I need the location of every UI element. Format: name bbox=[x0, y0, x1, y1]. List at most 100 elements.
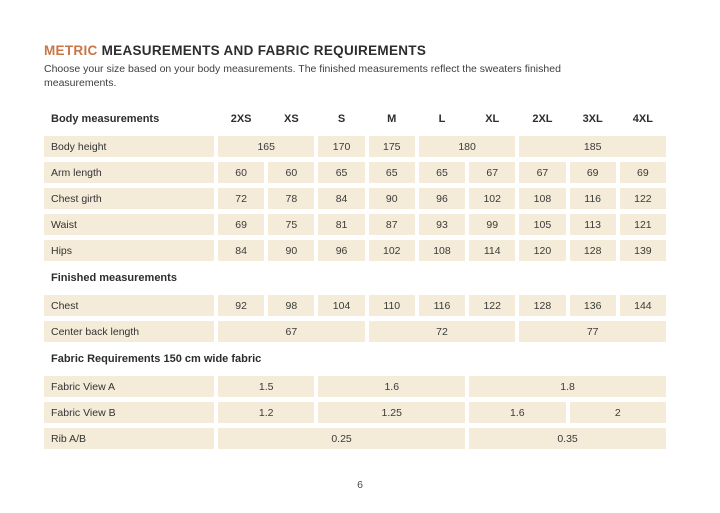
value-cell: 180 bbox=[418, 136, 516, 157]
value-cell: 72 bbox=[218, 188, 265, 209]
value-cell: 139 bbox=[619, 240, 666, 261]
size-column-header: L bbox=[438, 113, 446, 125]
value-cell: 108 bbox=[418, 240, 466, 261]
table-row: Hips 84 90 96 102 108 114 120 128 139 bbox=[44, 240, 666, 261]
size-column-header: M bbox=[387, 113, 397, 125]
value-cell: 92 bbox=[218, 295, 265, 316]
row-label: Waist bbox=[44, 214, 214, 235]
row-label: Rib A/B bbox=[44, 428, 214, 449]
value-cell: 60 bbox=[218, 162, 265, 183]
value-cell: 105 bbox=[519, 214, 566, 235]
value-cell: 96 bbox=[318, 240, 365, 261]
value-cell: 128 bbox=[519, 295, 566, 316]
value-cell: 96 bbox=[418, 188, 466, 209]
value-cell: 2 bbox=[569, 402, 666, 423]
page-title-text: MEASUREMENTS AND FABRIC REQUIREMENTS bbox=[97, 43, 427, 58]
value-cell: 102 bbox=[368, 240, 415, 261]
value-cell: 75 bbox=[268, 214, 315, 235]
value-cell: 121 bbox=[619, 214, 666, 235]
value-cell: 67 bbox=[218, 321, 365, 342]
value-cell: 65 bbox=[368, 162, 415, 183]
size-column-header: S bbox=[337, 113, 346, 125]
value-cell: 104 bbox=[318, 295, 365, 316]
value-cell: 108 bbox=[519, 188, 566, 209]
value-cell: 84 bbox=[218, 240, 265, 261]
measurement-table: Body measurements 2XS XS S M L XL 2XL 3XL 4XL Bo… bbox=[44, 110, 666, 449]
value-cell: 0.35 bbox=[469, 428, 666, 449]
row-label: Chest bbox=[44, 295, 214, 316]
size-column-header: 4XL bbox=[632, 113, 653, 125]
value-cell: 99 bbox=[469, 214, 516, 235]
value-cell: 113 bbox=[569, 214, 616, 235]
value-cell: 60 bbox=[268, 162, 315, 183]
page-title-accent: METRIC bbox=[44, 43, 98, 58]
value-cell: 116 bbox=[418, 295, 466, 316]
row-label: Fabric View A bbox=[44, 376, 214, 397]
page-title: METRIC MEASUREMENTS AND FABRIC REQUIREME… bbox=[44, 44, 666, 58]
table-row: Arm length 60 60 65 65 65 67 67 69 69 bbox=[44, 162, 666, 183]
value-cell: 69 bbox=[619, 162, 666, 183]
table-row: Body height 165 170 175 180 185 bbox=[44, 136, 666, 157]
table-row: Fabric View A 1.5 1.6 1.8 bbox=[44, 376, 666, 397]
subtitle-line-2: measurements. bbox=[44, 76, 117, 89]
size-column-header: 2XL bbox=[532, 113, 553, 125]
page-subtitle: Choose your size based on your body meas… bbox=[44, 63, 666, 90]
value-cell: 93 bbox=[418, 214, 466, 235]
value-cell: 185 bbox=[519, 136, 666, 157]
value-cell: 84 bbox=[318, 188, 365, 209]
value-cell: 175 bbox=[368, 136, 415, 157]
table-row: Rib A/B 0.25 0.35 bbox=[44, 428, 666, 449]
value-cell: 90 bbox=[368, 188, 415, 209]
value-cell: 69 bbox=[218, 214, 265, 235]
value-cell: 120 bbox=[519, 240, 566, 261]
value-cell: 78 bbox=[268, 188, 315, 209]
table-row: Chest girth 72 78 84 90 96 102 108 116 122 bbox=[44, 188, 666, 209]
value-cell: 110 bbox=[368, 295, 415, 316]
value-cell: 0.25 bbox=[218, 428, 466, 449]
section-heading: Finished measurements bbox=[51, 272, 177, 284]
value-cell: 144 bbox=[619, 295, 666, 316]
table-header-label: Body measurements bbox=[51, 113, 160, 125]
value-cell: 122 bbox=[469, 295, 516, 316]
value-cell: 116 bbox=[569, 188, 616, 209]
value-cell: 1.5 bbox=[218, 376, 315, 397]
table-row: Chest 92 98 104 110 116 122 128 136 144 bbox=[44, 295, 666, 316]
table-row: Waist 69 75 81 87 93 99 105 113 121 bbox=[44, 214, 666, 235]
value-cell: 98 bbox=[268, 295, 315, 316]
value-cell: 114 bbox=[469, 240, 516, 261]
page-content: METRIC MEASUREMENTS AND FABRIC REQUIREME… bbox=[44, 44, 666, 454]
value-cell: 136 bbox=[569, 295, 616, 316]
table-header-row: Body measurements 2XS XS S M L XL 2XL 3XL 4XL bbox=[44, 110, 666, 128]
value-cell: 1.6 bbox=[469, 402, 566, 423]
table-row: Center back length 67 72 77 bbox=[44, 321, 666, 342]
row-label: Chest girth bbox=[44, 188, 214, 209]
section-heading: Fabric Requirements 150 cm wide fabric bbox=[51, 353, 262, 365]
value-cell: 1.8 bbox=[469, 376, 666, 397]
size-column-header: 3XL bbox=[582, 113, 603, 125]
size-column-header: XS bbox=[283, 113, 299, 125]
value-cell: 77 bbox=[519, 321, 666, 342]
value-cell: 1.2 bbox=[218, 402, 315, 423]
value-cell: 65 bbox=[418, 162, 466, 183]
value-cell: 65 bbox=[318, 162, 365, 183]
value-cell: 1.6 bbox=[318, 376, 466, 397]
subtitle-line-1: Choose your size based on your body meas… bbox=[44, 63, 561, 75]
value-cell: 90 bbox=[268, 240, 315, 261]
value-cell: 67 bbox=[469, 162, 516, 183]
value-cell: 72 bbox=[368, 321, 516, 342]
value-cell: 1.25 bbox=[318, 402, 466, 423]
row-label: Fabric View B bbox=[44, 402, 214, 423]
row-label: Center back length bbox=[44, 321, 214, 342]
value-cell: 67 bbox=[519, 162, 566, 183]
size-column-header: XL bbox=[485, 113, 500, 125]
value-cell: 165 bbox=[218, 136, 315, 157]
row-label: Arm length bbox=[44, 162, 214, 183]
value-cell: 128 bbox=[569, 240, 616, 261]
page-number: 6 bbox=[357, 479, 363, 491]
row-label: Hips bbox=[44, 240, 214, 261]
row-label: Body height bbox=[44, 136, 214, 157]
value-cell: 81 bbox=[318, 214, 365, 235]
value-cell: 122 bbox=[619, 188, 666, 209]
value-cell: 102 bbox=[469, 188, 516, 209]
